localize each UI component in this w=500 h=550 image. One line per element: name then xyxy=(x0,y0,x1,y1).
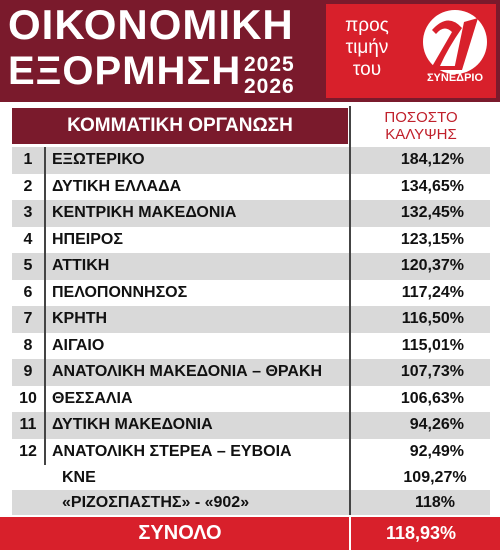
total-label: ΣΥΝΟΛΟ xyxy=(138,522,222,544)
column-header: ΠΟΣΟΣΤΟ ΚΑΛΥΨΗΣ xyxy=(352,106,490,146)
title: ΕΞΟΡΜΗΣΗ xyxy=(8,49,242,93)
table-row xyxy=(12,279,490,306)
row-value: 115,01% xyxy=(401,336,464,354)
row-value: 92,49% xyxy=(409,442,464,460)
table-row xyxy=(12,490,490,515)
row-value: 94,26% xyxy=(409,416,464,434)
row-value: 132,45% xyxy=(400,204,464,222)
year: 2026 xyxy=(244,75,295,98)
row-number: 2 xyxy=(23,177,33,195)
column-header-line: ΚΑΛΥΨΗΣ xyxy=(385,126,457,143)
row-number: 8 xyxy=(23,336,33,354)
row-value: 123,15% xyxy=(400,230,464,248)
table-row xyxy=(12,253,490,280)
divider xyxy=(349,517,351,550)
logo xyxy=(423,10,487,74)
table-row xyxy=(12,306,490,333)
row-name: ΑΤΤΙΚΗ xyxy=(52,257,110,275)
table-row xyxy=(12,359,490,386)
table-row xyxy=(12,412,490,439)
row-number: 11 xyxy=(19,416,37,434)
row-name: ΔΥΤΙΚΗ ΕΛΛΑΔΑ xyxy=(52,177,182,195)
row-number: 4 xyxy=(23,230,33,248)
divider xyxy=(349,106,351,515)
row-name: ΚΝΕ xyxy=(62,468,96,486)
row-number: 6 xyxy=(23,283,33,301)
table-row xyxy=(12,332,490,359)
table-row xyxy=(12,173,490,200)
row-number: 5 xyxy=(23,257,33,275)
row-number: 3 xyxy=(23,204,33,222)
row-name: ΚΡΗΤΗ xyxy=(52,310,108,328)
tribute-text: προς xyxy=(345,15,389,36)
row-value: 106,63% xyxy=(400,389,464,407)
row-value: 184,12% xyxy=(400,151,464,169)
row-number: 9 xyxy=(23,363,33,381)
row-name: ΑΙΓΑΙΟ xyxy=(52,336,105,354)
row-number: 1 xyxy=(23,151,33,169)
row-name: «ΡΙΖΟΣΠΑΣΤΗΣ» - «902» xyxy=(62,493,250,511)
table-row xyxy=(12,200,490,227)
row-value: 120,37% xyxy=(400,257,464,275)
row-number: 12 xyxy=(19,442,37,460)
row-name: ΘΕΣΣΑΛΙΑ xyxy=(52,389,133,407)
total-row xyxy=(0,517,500,550)
year: 2025 xyxy=(244,53,295,76)
table-row xyxy=(12,438,490,465)
header: ΟΙΚΟΝΟΜΙΚΗ ΕΞΟΡΜΗΣΗ 2025 2026 προς τιμήν… xyxy=(0,0,500,102)
row-name: ΚΕΝΤΡΙΚΗ ΜΑΚΕΔΟΝΙΑ xyxy=(52,204,237,222)
divider xyxy=(44,147,46,465)
row-name: ΑΝΑΤΟΛΙΚΗ ΜΑΚΕΔΟΝΙΑ – ΘΡΑΚΗ xyxy=(52,363,323,381)
table-row xyxy=(12,226,490,253)
column-header-line: ΠΟΣΟΣΤΟ xyxy=(384,109,458,126)
title: ΟΙΚΟΝΟΜΙΚΗ xyxy=(8,1,294,48)
column-header: ΚΟΜΜΑΤΙΚΗ ΟΡΓΑΝΩΣΗ xyxy=(12,108,348,144)
row-value: 118% xyxy=(414,493,456,511)
table-row xyxy=(12,385,490,412)
row-name: ΔΥΤΙΚΗ ΜΑΚΕΔΟΝΙΑ xyxy=(52,416,213,434)
table-row xyxy=(12,465,490,490)
tribute-text: του xyxy=(352,59,382,80)
row-value: 107,73% xyxy=(400,363,464,381)
table-row xyxy=(12,147,490,174)
row-name: ΑΝΑΤΟΛΙΚΗ ΣΤΕΡΕΑ – ΕΥΒΟΙΑ xyxy=(52,442,292,460)
row-value: 117,24% xyxy=(401,283,464,301)
row-number: 10 xyxy=(19,389,37,407)
row-value: 134,65% xyxy=(400,177,464,195)
logo-text: ΣΥΝΕΔΡΙΟ xyxy=(426,72,484,84)
row-value: 109,27% xyxy=(403,468,467,486)
row-name: ΠΕΛΟΠΟΝΝΗΣΟΣ xyxy=(52,283,188,301)
tribute-box: προς τιμήν του ΣΥΝΕΔΡΙΟ xyxy=(326,4,496,98)
row-name: ΗΠΕΙΡΟΣ xyxy=(52,230,123,248)
total-value: 118,93% xyxy=(385,523,457,543)
tribute-text: τιμήν xyxy=(345,37,389,58)
row-value: 116,50% xyxy=(401,310,464,328)
row-name: ΕΞΩΤΕΡΙΚΟ xyxy=(52,151,145,169)
row-number: 7 xyxy=(23,310,33,328)
